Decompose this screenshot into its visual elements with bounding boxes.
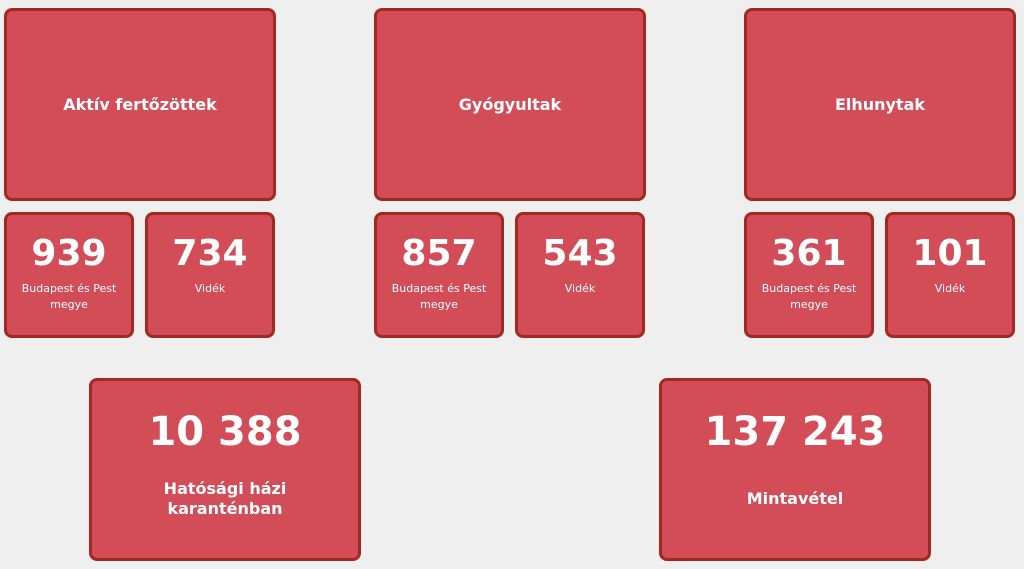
deceased-videk-card: 101 Vidék [885, 212, 1015, 338]
stat-value: 361 [771, 233, 847, 274]
deceased-card: Elhunytak [744, 8, 1016, 201]
quarantine-card: 10 388 Hatósági házi karanténban [89, 378, 361, 561]
stat-label: Mintavétel [746, 489, 844, 508]
stat-value: 137 243 [704, 409, 886, 455]
stat-label: Budapest és Pest megye [21, 282, 117, 311]
stat-label: Budapest és Pest megye [391, 282, 487, 311]
recovered-videk-card: 543 Vidék [515, 212, 645, 338]
stat-value: 939 [31, 233, 107, 274]
recovered-card: Gyógyultak [374, 8, 646, 201]
stat-value: 101 [912, 233, 988, 274]
deceased-budapest-card: 361 Budapest és Pest megye [744, 212, 874, 338]
active-budapest-card: 939 Budapest és Pest megye [4, 212, 134, 338]
stat-value: 10 388 [148, 409, 302, 455]
stat-label: Budapest és Pest megye [761, 282, 857, 311]
stat-label: Hatósági házi karanténban [163, 479, 287, 518]
stat-label: Vidék [934, 282, 966, 295]
recovered-budapest-card: 857 Budapest és Pest megye [374, 212, 504, 338]
card-title: Gyógyultak [458, 95, 562, 114]
card-title: Elhunytak [834, 95, 926, 114]
stat-label: Vidék [564, 282, 596, 295]
card-title: Aktív fertőzöttek [63, 95, 217, 114]
stat-value: 734 [172, 233, 248, 274]
stat-value: 857 [401, 233, 477, 274]
stat-label: Vidék [194, 282, 226, 295]
samples-card: 137 243 Mintavétel [659, 378, 931, 561]
active-videk-card: 734 Vidék [145, 212, 275, 338]
stat-value: 543 [542, 233, 618, 274]
active-infected-card: Aktív fertőzöttek [4, 8, 276, 201]
